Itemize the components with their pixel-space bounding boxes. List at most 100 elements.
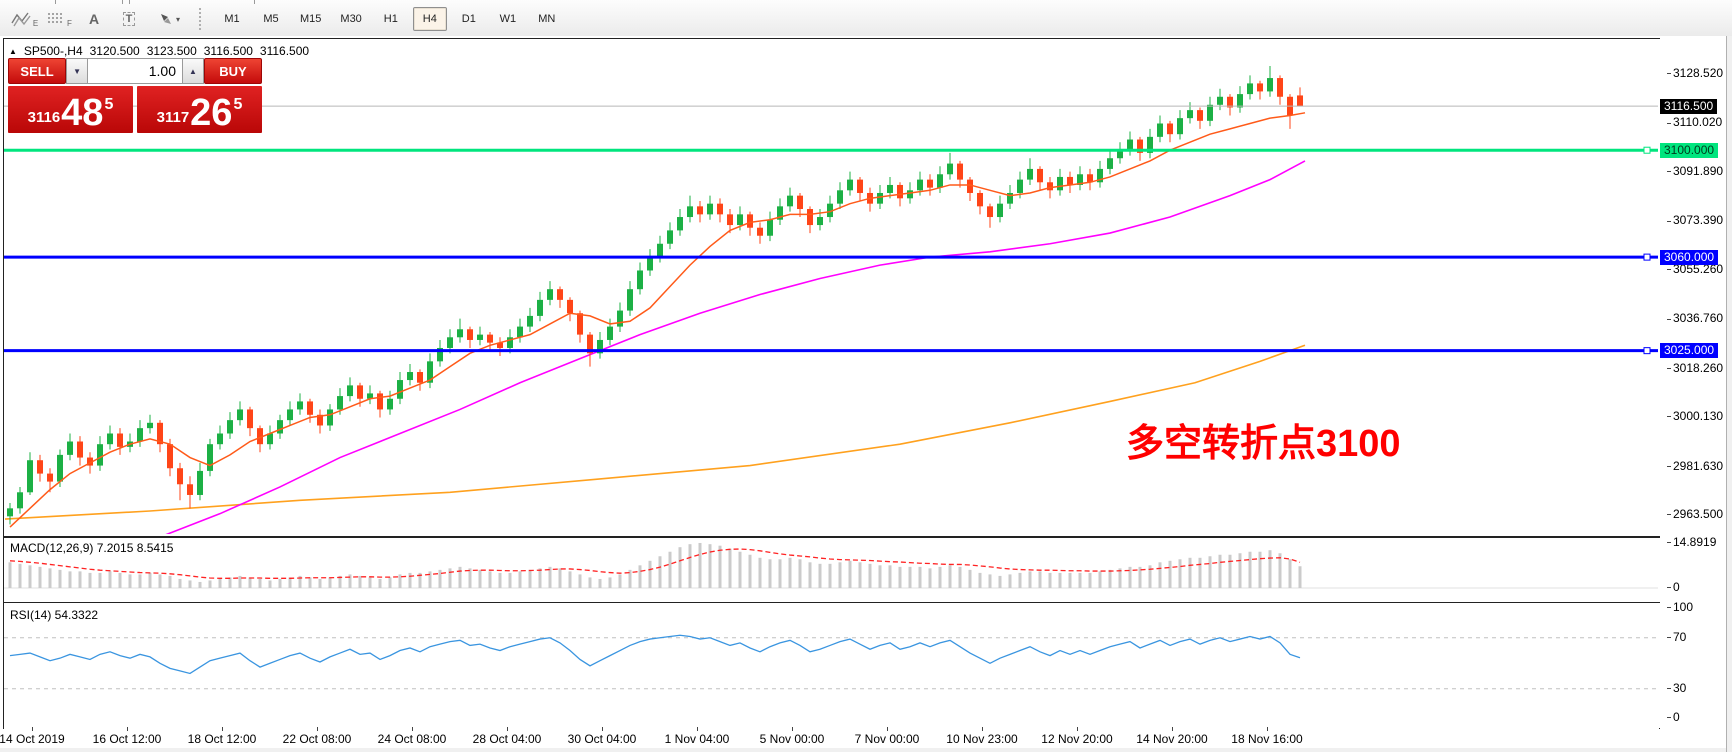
price-chart-canvas[interactable]	[4, 39, 1658, 534]
candle-bear	[727, 214, 733, 226]
candle-bear	[967, 179, 973, 193]
candle-bull	[1057, 176, 1063, 191]
timeframe-h4-button[interactable]: H4	[412, 7, 447, 31]
macd-signal-line	[9, 548, 1301, 579]
candle-bull	[657, 243, 663, 258]
candle-bull	[347, 385, 353, 397]
sell-price-box[interactable]: 3116 48 5	[8, 86, 133, 133]
time-axis-tick	[222, 727, 223, 731]
buy-button[interactable]: BUY	[203, 58, 262, 84]
candle-bear	[957, 163, 963, 180]
candle-bull	[437, 347, 443, 362]
ohlc-high: 3123.500	[146, 44, 197, 58]
candle-bear	[987, 206, 993, 218]
timeframe-m15-button[interactable]: M15	[300, 13, 322, 25]
timeframe-m30-button[interactable]: M30	[340, 13, 362, 25]
chart-window[interactable]: ▲ SP500-,H4 3120.500 3123.500 3116.500 3…	[0, 36, 1726, 748]
candle-bear	[897, 184, 903, 199]
buy-price-box[interactable]: 3117 26 5	[137, 86, 262, 133]
candle-bull	[847, 179, 853, 191]
timeframe-m1-button[interactable]: M1	[224, 13, 240, 25]
candle-bull	[787, 195, 793, 207]
candle-bear	[317, 414, 323, 426]
candle-bear	[747, 214, 753, 228]
candle-bull	[607, 326, 613, 340]
price-axis-label: 3000.130	[1667, 409, 1723, 423]
timeframe-w1-button[interactable]: W1	[499, 13, 517, 25]
candle-bull	[1007, 192, 1013, 204]
candle-bear	[177, 468, 183, 485]
chart-text-annotation[interactable]: 多空转折点3100	[1126, 423, 1401, 465]
candle-bull	[627, 289, 633, 311]
candle-bull	[397, 380, 403, 399]
macd-axis-label: 0	[1667, 580, 1680, 594]
volume-decrease-button[interactable]: ▼	[66, 58, 88, 84]
volume-increase-button[interactable]: ▲	[182, 58, 204, 84]
object-arrows-icon[interactable]: ▾	[148, 6, 190, 32]
candle-bull	[287, 409, 293, 421]
time-axis-label: 12 Nov 20:00	[1041, 732, 1113, 746]
text-label-glyph: A	[88, 11, 100, 27]
sell-button[interactable]: SELL	[8, 58, 67, 84]
toolbar-dock-separator	[129, 0, 130, 4]
text-label-icon[interactable]: A	[78, 6, 110, 32]
hline-3060-handle[interactable]	[1643, 253, 1651, 261]
ohlc-close: 3116.500	[259, 44, 310, 58]
candle-bull	[457, 329, 463, 338]
indicators-expert-icon[interactable]: E	[8, 6, 40, 32]
sell-price-pips: 48	[61, 92, 104, 134]
time-axis-label: 16 Oct 12:00	[92, 732, 162, 746]
volume-input[interactable]	[88, 58, 182, 84]
toolbar-dock-separator	[122, 0, 123, 4]
time-axis-tick	[507, 727, 508, 731]
candle-bull	[637, 270, 643, 290]
ma-fast-line	[9, 112, 1306, 528]
buy-price-main: 3117	[156, 109, 190, 126]
hline-3100-handle[interactable]	[1643, 146, 1651, 154]
candle-bear	[717, 203, 723, 215]
price-axis-label: 3128.520	[1667, 66, 1723, 80]
candle-bear	[487, 334, 493, 343]
rsi-canvas[interactable]	[4, 603, 1658, 727]
axis-tick	[1667, 465, 1671, 467]
timeframe-d1-button[interactable]: D1	[461, 13, 476, 25]
candle-bull	[267, 433, 273, 445]
candle-bull	[1267, 78, 1273, 92]
icon-sub-label: F	[67, 18, 72, 28]
candle-bear	[117, 433, 123, 447]
candle-bull	[817, 217, 823, 226]
macd-canvas[interactable]	[4, 538, 1658, 601]
candle-bull	[327, 409, 333, 426]
candle-bear	[417, 372, 423, 383]
axis-tick	[1667, 416, 1671, 418]
hline-3025-handle[interactable]	[1643, 347, 1651, 355]
toolbar-grip[interactable]	[199, 8, 205, 30]
candle-bull	[1027, 168, 1033, 180]
buy-price-fraction: 5	[233, 96, 243, 113]
axis-tick	[1667, 367, 1671, 369]
timeframe-h1-button[interactable]: H1	[383, 13, 398, 25]
time-axis-tick	[1077, 727, 1078, 731]
candle-bull	[1127, 139, 1133, 151]
candle-bear	[567, 299, 573, 314]
rsi-axis-label: 70	[1667, 630, 1686, 644]
candle-bull	[707, 203, 713, 215]
candle-bull	[237, 409, 243, 421]
indicators-list-icon[interactable]: F	[43, 6, 75, 32]
candle-bull	[737, 214, 743, 226]
axis-tick	[1667, 717, 1671, 719]
axis-tick	[1667, 220, 1671, 222]
candle-bear	[1227, 96, 1233, 108]
time-axis-tick	[32, 727, 33, 731]
timeframe-m5-button[interactable]: M5	[263, 13, 279, 25]
candle-bull	[527, 315, 533, 327]
ma-mid-line	[165, 160, 1306, 534]
text-box-icon[interactable]: T	[113, 6, 145, 32]
candle-bull	[997, 203, 1003, 218]
hline-price-label: 3060.000	[1660, 249, 1719, 265]
time-axis-tick	[1172, 727, 1173, 731]
one-click-trading-panel: SELL ▼ ▲ BUY 3116 48 5 3117 26 5	[8, 58, 262, 133]
timeframe-mn-button[interactable]: MN	[538, 13, 556, 25]
sell-price-main: 3116	[27, 109, 61, 126]
